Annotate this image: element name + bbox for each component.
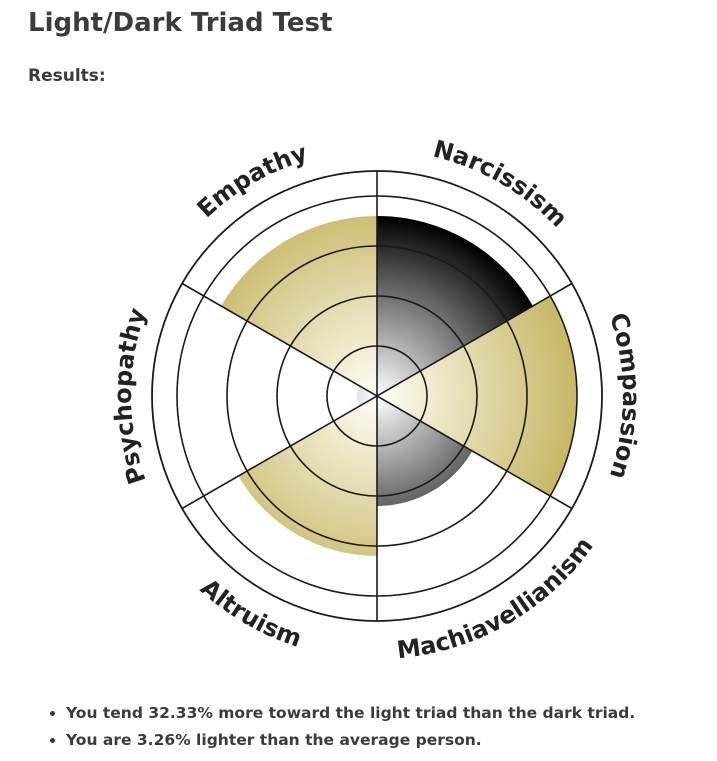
axis-label-altruism: Altruism (195, 573, 305, 653)
summary-item-triad-tendency: You tend 32.33% more toward the light tr… (66, 700, 635, 727)
results-summary: You tend 32.33% more toward the light tr… (48, 700, 635, 754)
summary-item-lightness-vs-average: You are 3.26% lighter than the average p… (66, 727, 635, 754)
results-label: Results: (28, 66, 106, 86)
triad-chart: Empathy Narcissism Compassion Machiavellian… (90, 120, 670, 660)
wedge-altruism (238, 396, 377, 556)
axis-label-machiavellianism: Machiavellianism (395, 532, 598, 660)
wedge-narcissism (377, 216, 533, 396)
grid-lines (151, 170, 603, 622)
spoke-line-3 (181, 282, 573, 510)
polar-area-chart: Empathy NarcissismCompassionMachiavellian… (109, 135, 645, 660)
axis-label-psychopathy: Psychopathy (109, 304, 152, 487)
page-title: Light/Dark Triad Test (28, 8, 333, 38)
wedge-psychopathy (357, 386, 377, 406)
data-wedges (221, 216, 577, 556)
wedge-empathy (221, 216, 377, 396)
axis-label-compassion: Compassion (604, 309, 645, 482)
wedge-machiavellianism (377, 396, 473, 506)
